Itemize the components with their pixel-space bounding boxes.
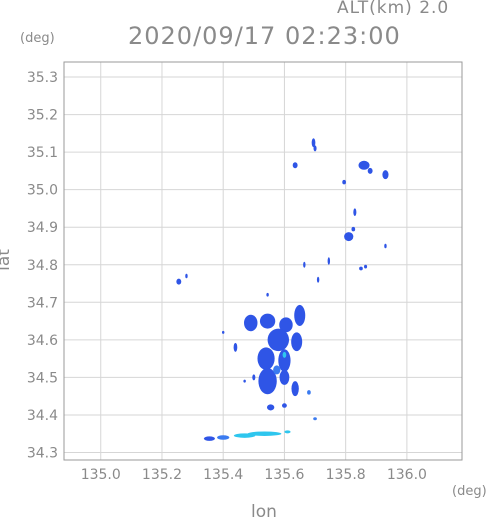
echo-cell — [176, 278, 182, 285]
echo-cell — [267, 328, 290, 352]
echo-cell — [384, 243, 387, 249]
echo-cell — [217, 435, 230, 440]
y-tick-label: 34.7 — [27, 295, 58, 311]
y-tick-label: 34.5 — [27, 370, 58, 386]
echo-cell — [279, 369, 290, 385]
echo-cell — [367, 167, 373, 174]
echo-cell — [185, 273, 188, 279]
echo-cell — [247, 431, 282, 436]
echo-cell — [291, 381, 299, 397]
x-tick-label: 136.0 — [387, 467, 427, 483]
tick-labels: 135.0 135.2 135.4 135.6 135.8 136.0 34.3 34.4 34… — [27, 70, 427, 483]
echo-cell — [233, 433, 256, 438]
y-tick-label: 35.3 — [27, 70, 58, 86]
echo-cell — [259, 313, 276, 329]
timestamp-title: 2020/09/17 02:23:00 — [128, 22, 401, 50]
y-tick-label: 34.4 — [27, 408, 58, 424]
echo-cell — [244, 314, 258, 332]
echo-layer — [176, 138, 389, 441]
echo-cell — [313, 417, 317, 421]
echo-cell — [294, 304, 306, 326]
y-tick-label: 34.3 — [27, 445, 58, 461]
plot-frame — [63, 61, 463, 461]
echo-cell — [233, 342, 238, 352]
echo-cell — [266, 292, 269, 297]
grid-lines — [64, 62, 462, 460]
echo-cell — [252, 374, 256, 381]
echo-cell — [292, 162, 298, 169]
x-axis-label: lon — [251, 502, 277, 522]
y-tick-label: 35.0 — [27, 183, 58, 199]
echo-cell — [258, 368, 277, 395]
echo-cell — [358, 160, 370, 170]
x-tick-label: 135.4 — [203, 467, 243, 483]
echo-cell — [257, 347, 275, 370]
y-tick-label: 34.8 — [27, 258, 58, 274]
echo-cell — [221, 330, 225, 334]
echo-cell — [278, 349, 291, 372]
echo-cell — [316, 276, 320, 283]
y-tick-label: 35.1 — [27, 145, 58, 161]
y-unit-label: (deg) — [20, 31, 55, 46]
x-tick-label: 135.0 — [81, 467, 121, 483]
echo-cell — [382, 170, 389, 180]
x-tick-label: 135.2 — [142, 467, 182, 483]
echo-cell — [284, 430, 291, 434]
echo-cell — [327, 257, 331, 265]
echo-cell — [266, 404, 275, 411]
x-tick-label: 135.8 — [326, 467, 366, 483]
y-tick-label: 34.6 — [27, 333, 58, 349]
echo-cell — [353, 208, 357, 216]
echo-cell — [311, 138, 316, 148]
echo-cell — [282, 351, 287, 358]
echo-cell — [307, 390, 311, 395]
echo-cell — [203, 436, 215, 441]
y-tick-label: 35.2 — [27, 108, 58, 124]
echo-cell — [303, 261, 306, 268]
echo-cell — [344, 232, 354, 242]
echo-cell — [359, 266, 363, 271]
echo-cell — [351, 226, 356, 232]
echo-cell — [273, 365, 281, 375]
echo-cell — [279, 317, 293, 333]
x-tick-label: 135.6 — [264, 467, 304, 483]
echo-cell — [243, 379, 246, 383]
echo-cell — [281, 403, 287, 408]
x-unit-label: (deg) — [452, 484, 487, 499]
y-tick-label: 34.9 — [27, 220, 58, 236]
echo-cell — [364, 264, 368, 269]
echo-cell — [313, 145, 317, 152]
echo-cell — [342, 179, 346, 185]
echo-cell — [291, 332, 303, 352]
altitude-label: ALT(km) 2.0 — [337, 0, 450, 18]
